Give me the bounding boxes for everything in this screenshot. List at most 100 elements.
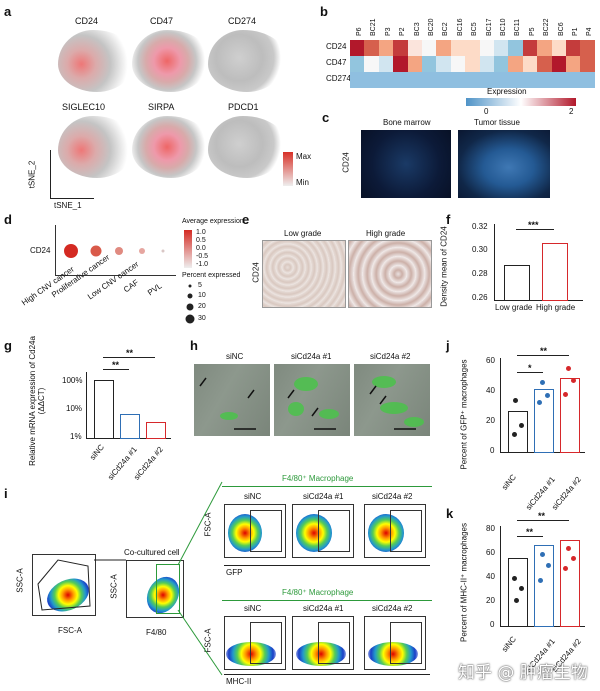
micro-title-bone-marrow: Bone marrow <box>383 118 431 127</box>
heatmap-row-cd274: CD274 <box>326 74 351 83</box>
gene-label-cd47: CD47 <box>150 16 174 26</box>
tsne-legend-max: Max <box>296 152 312 161</box>
f-ytick-0: 0.32 <box>472 222 488 231</box>
heatmap-cell <box>364 56 379 72</box>
dotplot-gene-label: CD24 <box>30 246 51 255</box>
pct-dot-5 <box>188 284 192 288</box>
tsne-legend-min: Min <box>296 178 309 187</box>
heatmap-col-label: BC21 <box>370 18 378 36</box>
avg-tick-4: -1.0 <box>196 261 209 268</box>
heatmap-cell <box>422 72 437 88</box>
heatmap-cell <box>551 72 566 88</box>
f-bar-high-grade <box>542 243 568 301</box>
heatmap-cell <box>436 40 451 56</box>
flow-density-blob <box>296 514 332 552</box>
i-bottom-title-1: siCd24a #1 <box>303 604 344 613</box>
micro-title-tumor: Tumor tissue <box>474 118 520 127</box>
fluorescence-image-sinc <box>194 364 270 436</box>
j-dot <box>540 380 545 385</box>
heatmap-col-label: BC20 <box>428 18 435 36</box>
heatmap-col-label: BC2 <box>442 22 450 36</box>
fluorescence-overlay <box>199 376 424 430</box>
heatmap-cell <box>422 56 437 72</box>
j-cat-0: siNC <box>500 472 519 492</box>
heatmap-cell <box>350 56 365 72</box>
heatmap-col-label: P3 <box>384 27 392 36</box>
k-ytick-0: 80 <box>486 524 495 533</box>
k-ytick-1: 60 <box>486 548 495 557</box>
i-gate1-xlabel: FSC-A <box>58 626 82 635</box>
micro-ylabel: CD24 <box>341 152 351 173</box>
tumor-tissue-image <box>458 130 550 198</box>
g-bar-sinc <box>94 380 114 439</box>
heatmap-cell <box>537 56 552 72</box>
heatmap-cell <box>450 56 466 72</box>
dotplot-svg <box>64 244 165 258</box>
heatmap-cell <box>378 72 394 88</box>
j-bar-sicd24a-1 <box>534 389 554 453</box>
k-ytick-4: 0 <box>490 620 495 629</box>
i-top-title-1: siCd24a #1 <box>303 492 344 501</box>
j-dot <box>566 366 571 371</box>
i-gate1-ylabel: SSC-A <box>15 568 25 593</box>
heatmap-col-label: P5 <box>528 27 536 36</box>
ihc-ylabel: CD24 <box>251 262 261 283</box>
heatmap-cell <box>580 72 595 88</box>
heatmap-cell <box>522 40 538 56</box>
i-cocultured-title: Co-cultured cell <box>124 548 180 557</box>
heatmap-cell <box>508 72 523 88</box>
tsne-plot-siglec10 <box>58 116 136 178</box>
flow-density-blob <box>368 642 418 666</box>
heatmap-cell <box>522 56 538 72</box>
j-ylabel: Percent of GFP⁺ macrophages <box>459 359 469 470</box>
g-sig-1: ** <box>112 360 120 370</box>
heatmap-cell <box>522 72 538 88</box>
heatmap-cell <box>436 56 451 72</box>
ihc-high-grade-image <box>348 240 432 308</box>
i-connector-lines <box>94 481 223 676</box>
g-bar-sicd24a-1 <box>120 414 140 439</box>
heatmap-cell <box>393 56 408 72</box>
heatmap-cell <box>566 40 581 56</box>
heatmap-col-label: BC5 <box>471 22 479 36</box>
tsne-y-label: tSNE_2 <box>27 160 37 189</box>
avg-tick-1: 0.5 <box>196 237 206 244</box>
j-bar-sicd24a-2 <box>560 378 580 453</box>
tsne-plot-sirpa <box>132 116 210 178</box>
i-top-title-0: siNC <box>244 492 262 501</box>
flow-gate <box>250 510 282 552</box>
heatmap-cell <box>364 40 379 56</box>
i-bottom-group-line <box>222 600 432 601</box>
tsne-x-axis <box>50 198 94 199</box>
i-bottom-group-title: F4/80⁺ Macrophage <box>282 588 354 597</box>
tsne-x-label: tSNE_1 <box>54 201 82 210</box>
h-title-2: siCd24a #2 <box>370 352 411 361</box>
i-top-group-line <box>222 486 432 487</box>
f-bar-low-grade <box>504 265 530 301</box>
flow-gate <box>318 622 350 664</box>
pct-dot-20 <box>186 303 194 311</box>
i-gate2-xlabel: F4/80 <box>146 628 167 637</box>
heatmap-row-cd24: CD24 <box>326 42 347 51</box>
k-dot <box>566 546 571 551</box>
k-dot <box>538 578 543 583</box>
tsne-colorbar <box>283 152 293 186</box>
flow-density-blob <box>296 642 346 666</box>
heatmap-col-label: P6 <box>356 27 363 36</box>
f-ytick-1: 0.30 <box>472 245 488 254</box>
heatmap-cell <box>465 56 480 72</box>
g-ytick-1: 10% <box>66 404 83 413</box>
dot-caf <box>139 248 145 254</box>
heatmap-col-label: BC17 <box>485 18 493 36</box>
g-sig-2: ** <box>126 348 134 358</box>
heatmap-cell <box>393 40 408 56</box>
gene-label-sirpa: SIRPA <box>148 102 175 112</box>
heatmap-cell <box>450 40 466 56</box>
k-dot <box>519 586 524 591</box>
heatmap-legend-max: 2 <box>569 107 574 116</box>
j-sig-1: * <box>528 363 532 373</box>
f-sig-line <box>516 229 554 230</box>
panel-label-c: c <box>322 110 330 125</box>
k-dot <box>571 556 576 561</box>
heatmap-cell <box>407 56 422 72</box>
